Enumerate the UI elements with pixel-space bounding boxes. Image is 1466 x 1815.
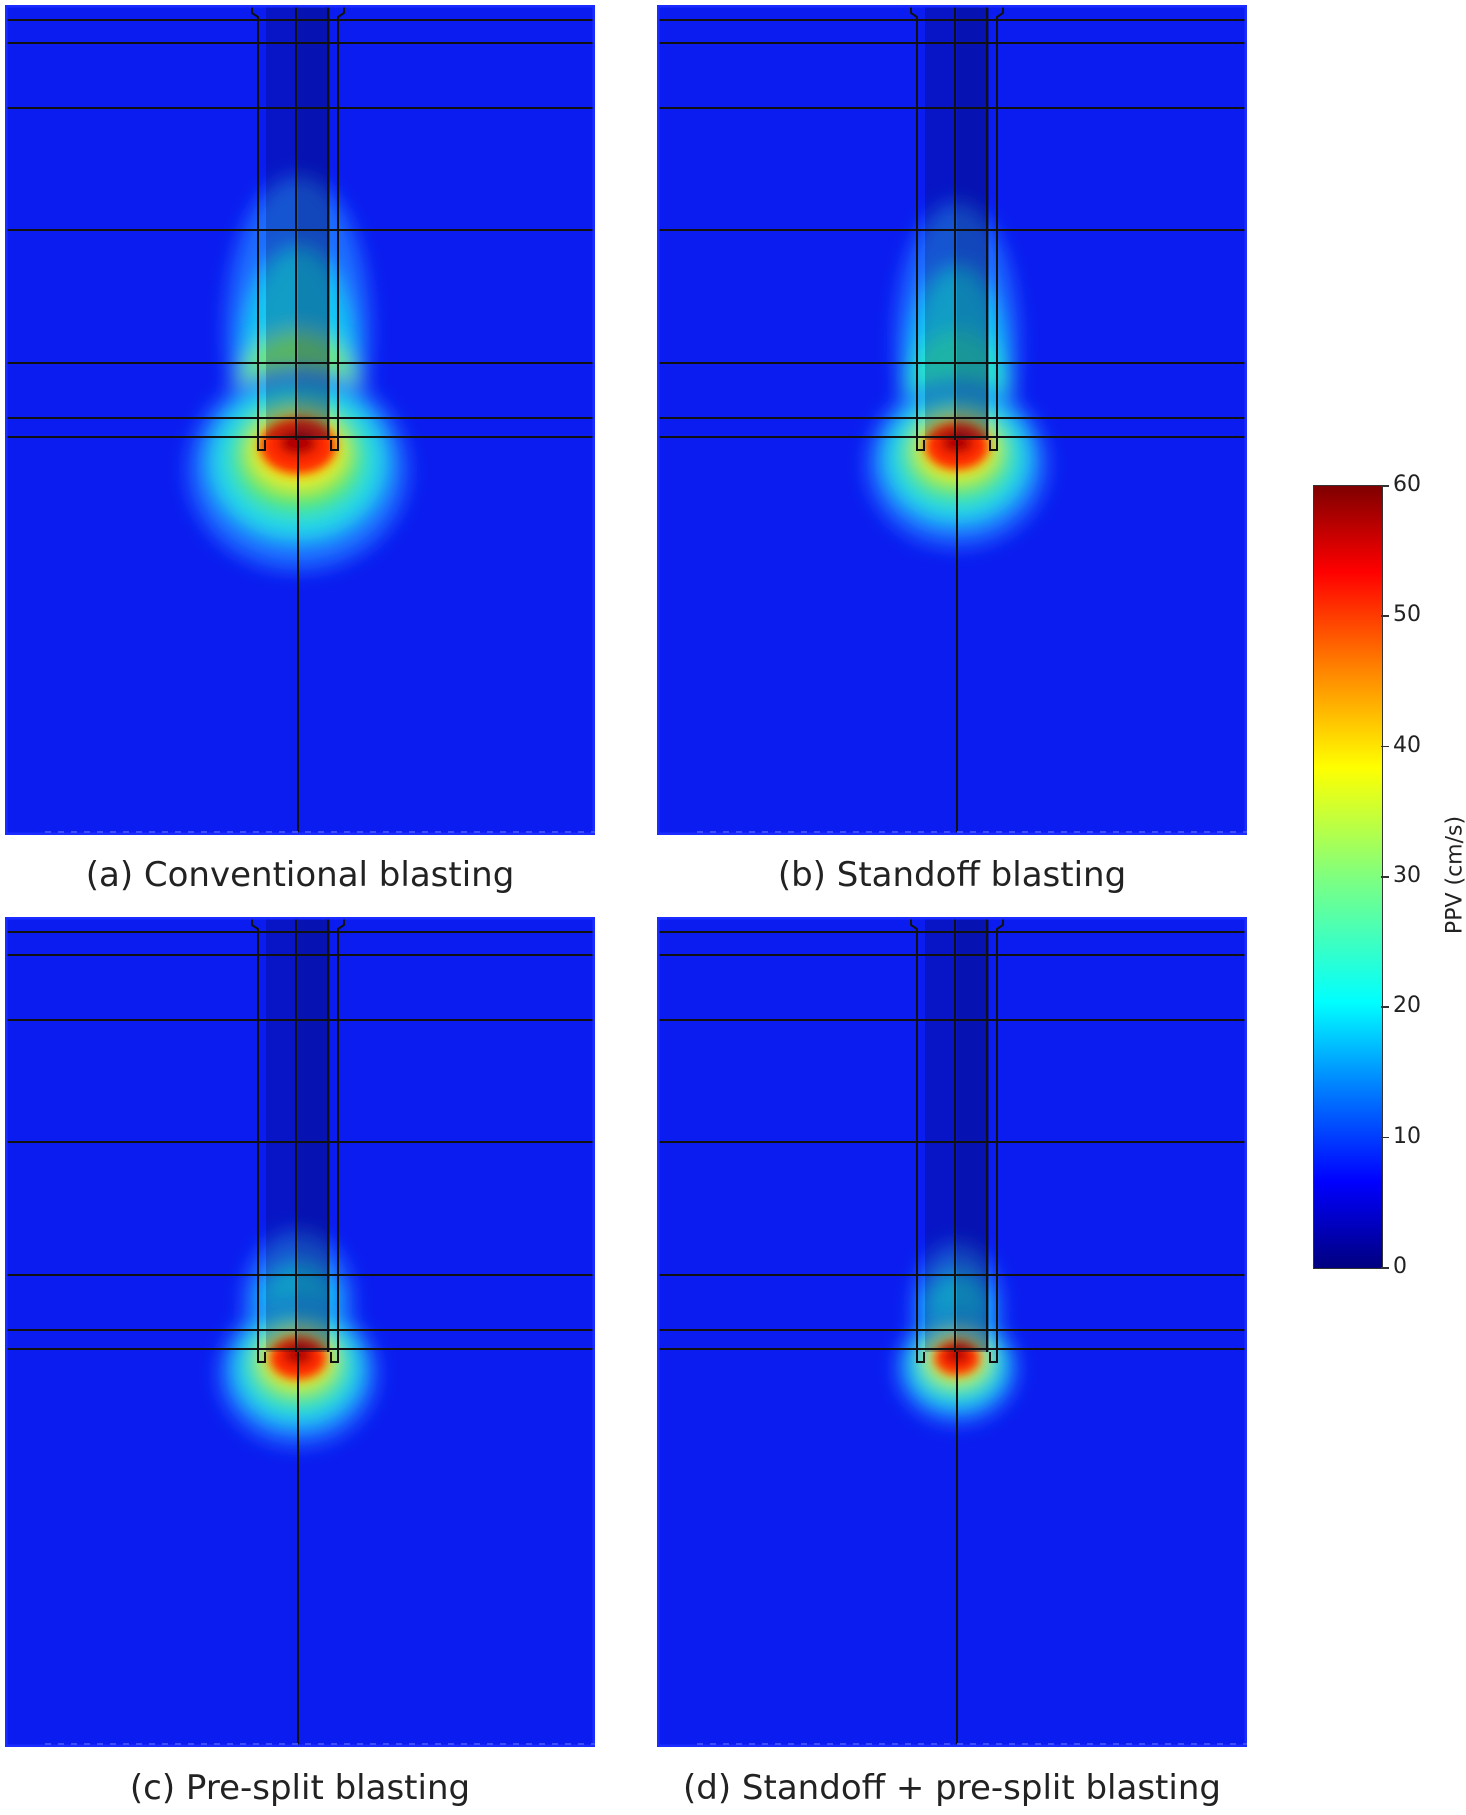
pile-casing [266, 5, 298, 440]
colorbar-tick [1381, 1136, 1389, 1139]
ppv-field-b [657, 5, 1247, 835]
caption-b: (b) Standoff blasting [777, 855, 1127, 895]
colorbar-tick [1381, 485, 1389, 487]
pile-casing [957, 917, 989, 1352]
pile-casing [298, 5, 330, 440]
pile-casing [266, 917, 298, 1352]
colorbar-tick [1381, 615, 1389, 617]
ppv-field-c [5, 917, 595, 1747]
colorbar-tick [1381, 876, 1389, 878]
colorbar-tick-label: 30 [1393, 863, 1421, 888]
colorbar-tick-label: 0 [1393, 1254, 1407, 1279]
colorbar-tick-label: 40 [1393, 732, 1421, 758]
panel-d [657, 917, 1247, 1747]
colorbar-tick [1381, 1267, 1389, 1269]
mesh-border [657, 5, 1247, 835]
shaft-outline [251, 5, 345, 835]
caption-a: (a) Conventional blasting [85, 855, 515, 895]
pile-casing [298, 917, 330, 1352]
colorbar-tick-label: 60 [1393, 472, 1421, 497]
colorbar [1313, 485, 1383, 1269]
colorbar-tick [1381, 745, 1389, 748]
mesh-border [5, 917, 595, 1747]
pile-casing [957, 5, 989, 440]
shaft-outline [910, 5, 1004, 835]
panel-c [5, 917, 595, 1747]
ppv-field-d [657, 917, 1247, 1747]
mesh-border [657, 917, 1247, 1747]
shaft-outline [910, 917, 1004, 1747]
mesh-border [5, 5, 595, 835]
colorbar-title: PPV (cm/s) [1442, 815, 1466, 935]
ppv-field-a [5, 5, 595, 835]
caption-d: (d) Standoff + pre-split blasting [683, 1768, 1221, 1808]
panel-b [657, 5, 1247, 835]
colorbar-tick-label: 50 [1393, 602, 1421, 628]
pile-casing [925, 5, 957, 440]
shaft-outline [251, 917, 345, 1747]
pile-casing [925, 917, 957, 1352]
caption-c: (c) Pre-split blasting [129, 1768, 471, 1808]
colorbar-tick [1381, 1006, 1389, 1008]
colorbar-tick-label: 20 [1393, 993, 1421, 1019]
panel-a [5, 5, 595, 835]
colorbar-tick-label: 10 [1393, 1123, 1421, 1149]
